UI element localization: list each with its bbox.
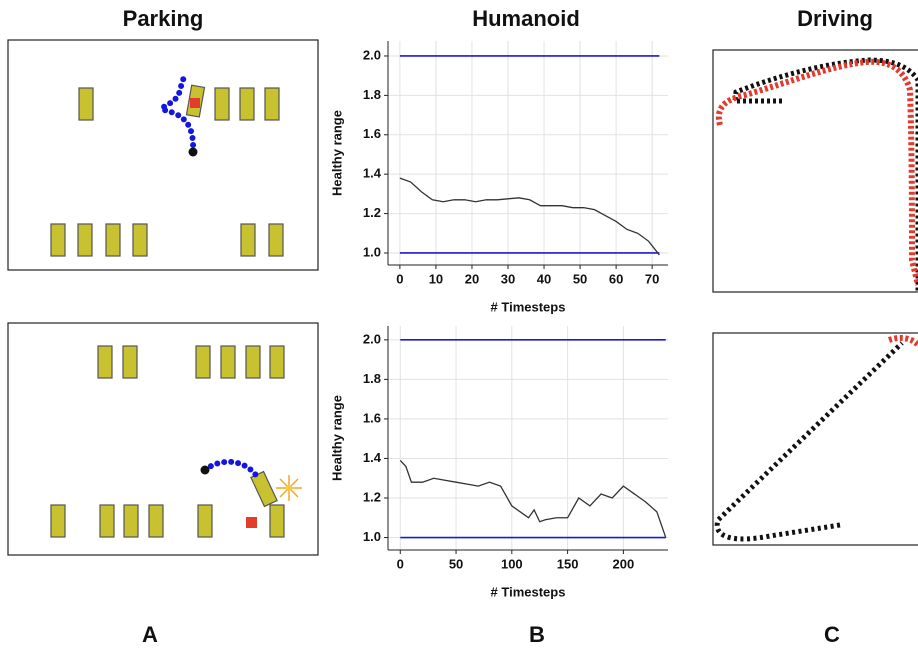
y-tick-label: 1.0: [363, 244, 381, 259]
heading: Driving: [797, 6, 873, 31]
line: [399, 177, 660, 256]
y-tick-label: 1.8: [363, 371, 381, 386]
y-axis-label: Healthy range: [329, 395, 344, 481]
panel-label: B: [529, 622, 545, 647]
x-tick-label: 0: [397, 556, 404, 571]
y-tick-label: 1.4: [363, 166, 382, 181]
x-tick-label: 10: [429, 271, 443, 286]
parking-scene: [7, 39, 319, 271]
y-tick-label: 1.8: [363, 87, 381, 102]
line-chart: 1.0 1.2 1.4 1.6 1.8 2.0 0 50 100 150 200 # Timestep…: [329, 326, 668, 599]
y-tick-label: 2.0: [363, 331, 381, 346]
x-axis-label: # Timesteps: [491, 299, 566, 314]
y-tick-label: 1.6: [363, 126, 381, 141]
x-tick-label: 50: [449, 556, 463, 571]
x-tick-label: 30: [501, 271, 515, 286]
y-tick-label: 1.6: [363, 410, 381, 425]
panel-label: C: [824, 622, 840, 647]
y-tick-label: 1.2: [363, 489, 381, 504]
heading: Humanoid: [472, 6, 580, 31]
x-tick-label: 50: [573, 271, 587, 286]
x-tick-label: 150: [557, 556, 579, 571]
line: [399, 459, 667, 538]
x-tick-label: 40: [537, 271, 551, 286]
x-tick-label: 60: [609, 271, 623, 286]
plot-area: [388, 41, 668, 265]
y-tick-label: 2.0: [363, 47, 381, 62]
plot-area: [388, 326, 668, 550]
y-tick-label: 1.4: [363, 450, 382, 465]
x-axis-label: # Timesteps: [491, 584, 566, 599]
x-tick-label: 70: [645, 271, 659, 286]
driving-scene: [712, 49, 918, 293]
y-tick-label: 1.2: [363, 205, 381, 220]
y-axis-label: Healthy range: [329, 110, 344, 196]
x-tick-label: 20: [465, 271, 479, 286]
x-tick-label: 100: [501, 556, 523, 571]
heading: Parking: [123, 6, 204, 31]
line-chart: 1.0 1.2 1.4 1.6 1.8 2.0 0 10 20 30 40 50 60 70 # Times…: [329, 41, 668, 314]
parking-scene: [7, 322, 319, 556]
x-tick-label: 200: [613, 556, 635, 571]
driving-scene: [712, 332, 918, 546]
panel-label: A: [142, 622, 158, 647]
y-tick-label: 1.0: [363, 529, 381, 544]
x-tick-label: 0: [396, 271, 403, 286]
